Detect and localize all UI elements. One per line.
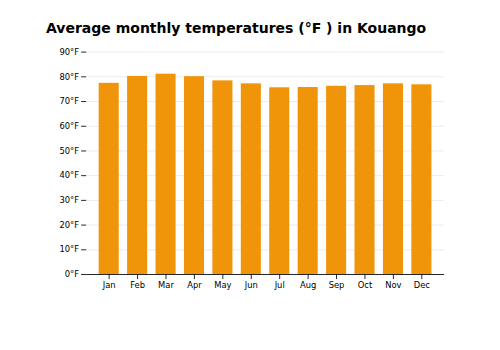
- svg-text:0°F: 0°F: [65, 269, 79, 279]
- svg-text:10°F: 10°F: [59, 244, 79, 254]
- svg-text:50°F: 50°F: [59, 146, 79, 156]
- svg-text:Jul: Jul: [274, 280, 285, 290]
- svg-text:40°F: 40°F: [59, 170, 79, 180]
- svg-text:May: May: [214, 280, 231, 290]
- svg-text:70°F: 70°F: [59, 96, 79, 106]
- svg-text:Sep: Sep: [329, 280, 345, 290]
- svg-text:20°F: 20°F: [59, 220, 79, 230]
- svg-text:Nov: Nov: [385, 280, 401, 290]
- html-text:Average monthly temperatures (: Average monthly temperatures (°F ) in Ko…: [46, 20, 427, 36]
- svg-text:90°F: 90°F: [59, 47, 79, 57]
- svg-text:Mar: Mar: [158, 280, 174, 290]
- svg-text:Dec: Dec: [414, 280, 431, 290]
- svg-text:Oct: Oct: [358, 280, 373, 290]
- svg-text:60°F: 60°F: [59, 121, 79, 131]
- svg-text:Feb: Feb: [130, 280, 145, 290]
- svg-text:80°F: 80°F: [59, 72, 79, 82]
- svg-text:Jun: Jun: [244, 280, 258, 290]
- svg-text:Apr: Apr: [187, 280, 202, 290]
- svg-text:30°F: 30°F: [59, 195, 79, 205]
- svg-text:Jan: Jan: [102, 280, 116, 290]
- svg-text:Aug: Aug: [300, 280, 316, 290]
